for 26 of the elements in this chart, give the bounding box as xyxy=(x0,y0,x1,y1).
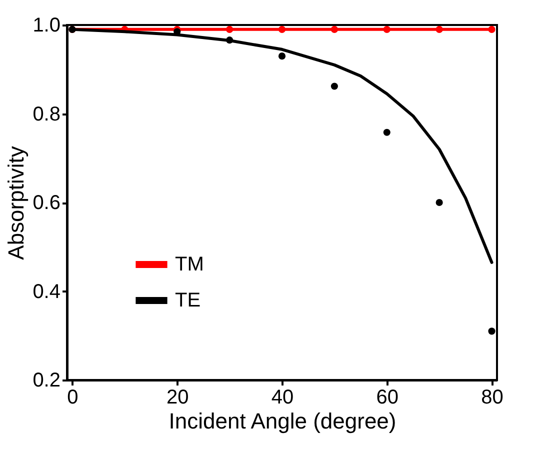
y-tick-label: 0.6 xyxy=(32,192,60,214)
y-tick-label: 0.2 xyxy=(32,370,60,392)
x-tick-label: 80 xyxy=(481,386,504,408)
point xyxy=(488,328,496,335)
x-tick-label: 20 xyxy=(166,386,189,408)
x-axis-title: Incident Angle (degree) xyxy=(168,408,396,434)
point xyxy=(436,198,443,206)
point xyxy=(278,26,286,33)
legend-label: TE xyxy=(175,290,201,312)
point xyxy=(330,82,338,90)
point xyxy=(436,26,443,33)
point xyxy=(383,128,390,136)
y-tick-label: 1.0 xyxy=(32,14,60,36)
point xyxy=(383,26,390,33)
point xyxy=(488,26,496,33)
point xyxy=(226,36,234,44)
legend-label: TM xyxy=(175,254,204,276)
point xyxy=(330,26,338,33)
x-tick-label: 60 xyxy=(376,386,399,408)
point xyxy=(278,52,286,60)
y-tick-label: 0.4 xyxy=(32,280,60,303)
x-tick-label: 40 xyxy=(271,386,294,408)
x-tick-label: 0 xyxy=(67,386,78,408)
y-axis-title: Absorptivity xyxy=(4,146,29,260)
point xyxy=(226,26,234,33)
y-tick-label: 0.8 xyxy=(32,103,60,126)
